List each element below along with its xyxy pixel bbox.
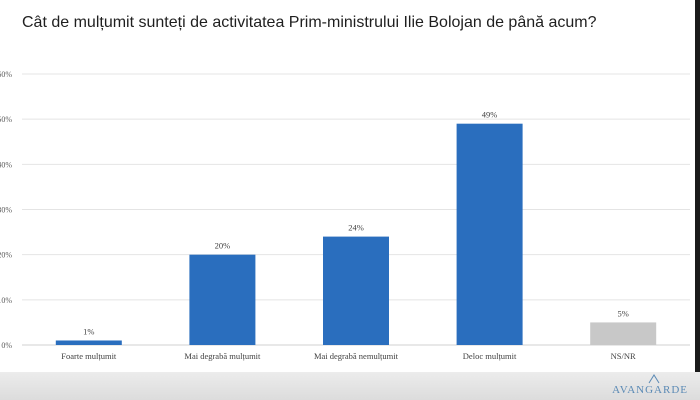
bar (189, 254, 256, 345)
category-label: Deloc mulțumit (463, 351, 517, 361)
y-tick-label: 0% (1, 341, 12, 350)
y-tick-label: 30% (0, 206, 12, 215)
category-label: Mai degrabă mulțumit (184, 351, 261, 361)
bar (456, 123, 523, 345)
data-label: 49% (482, 110, 498, 120)
y-tick-label: 40% (0, 160, 12, 169)
avangarde-logo: AVANGARDE (612, 384, 688, 396)
bar (55, 340, 122, 345)
data-label: 24% (348, 223, 364, 233)
y-tick-label: 50% (0, 115, 12, 124)
y-tick-label: 60% (0, 70, 12, 79)
category-label: Mai degrabă nemulțumit (314, 351, 399, 361)
data-label: 20% (215, 241, 231, 251)
bottom-band (0, 372, 700, 400)
bar (590, 322, 657, 345)
category-label: Foarte mulțumit (61, 351, 117, 361)
chart-title: Cât de mulțumit sunteți de activitatea P… (22, 14, 597, 31)
avangarde-logo-icon (648, 374, 660, 384)
category-label: NS/NR (611, 351, 636, 361)
y-tick-label: 20% (0, 251, 12, 260)
data-label: 5% (618, 308, 629, 318)
bar (323, 236, 389, 345)
y-tick-label: 10% (0, 296, 12, 305)
data-label: 1% (83, 326, 94, 336)
window-edge (695, 0, 700, 372)
